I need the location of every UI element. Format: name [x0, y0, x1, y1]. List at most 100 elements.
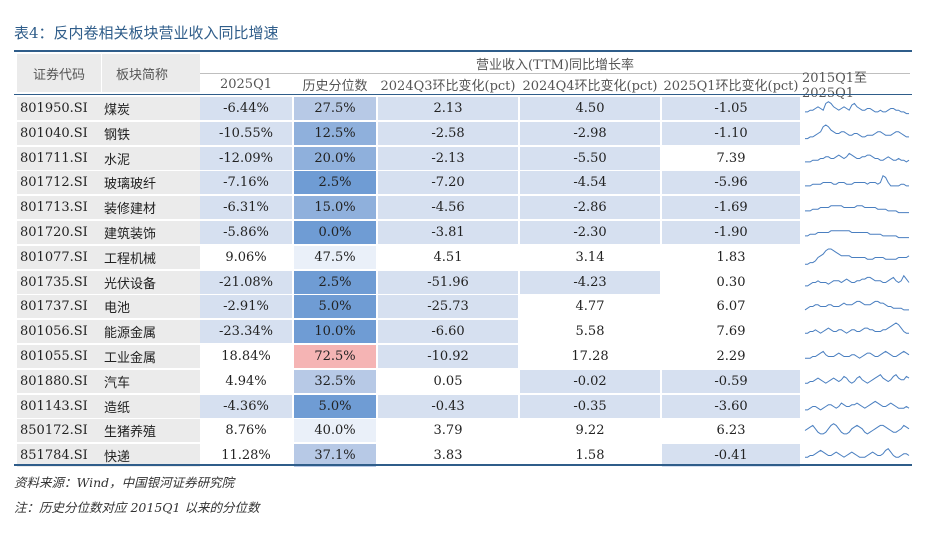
sparkline-path — [805, 124, 909, 139]
table-row: 801880.SI 汽车 4.94% 32.5% 0.05 -0.02 -0.59 — [14, 369, 912, 394]
table-row: 850172.SI 生猪养殖 8.76% 40.0% 3.79 9.22 6.23 — [14, 419, 912, 443]
table-row: 801040.SI 钢铁 -10.55% 12.5% -2.58 -2.98 -1.10 — [14, 121, 912, 146]
cell-value-2025q1-change: 1.83 — [716, 249, 746, 265]
sparkline-path — [804, 301, 909, 311]
table-row: 801711.SI 水泥 -12.09% 20.0% -2.13 -5.50 7.39 — [14, 146, 912, 171]
header-name: 板块简称 — [102, 54, 200, 92]
sparkline-path — [805, 448, 910, 458]
cell-code: 801056.SI — [17, 320, 102, 344]
trend-sparkline — [804, 301, 909, 311]
cell-name: 汽车 — [100, 369, 200, 393]
cell-code: 801711.SI — [17, 146, 102, 170]
cell-code: 801737.SI — [17, 295, 102, 319]
sparkline-path — [805, 373, 910, 384]
cell-value-2025q1-change: 2.29 — [716, 349, 746, 364]
cell-code: 801880.SI — [17, 369, 102, 393]
table-row: 851784.SI 快递 11.28% 37.1% 3.83 1.58 -0.41 — [14, 444, 912, 468]
cell-value-2024q4-change: -0.35 — [520, 394, 660, 418]
trend-sparkline — [805, 248, 910, 265]
header-col-2025q1: 2025Q1 — [219, 76, 272, 92]
cell-value-2025q1-change: -0.41 — [662, 444, 800, 468]
trend-sparkline — [804, 423, 910, 435]
table-row: 801077.SI 工程机械 9.06% 47.5% 4.51 3.14 1.83 — [14, 245, 912, 270]
header-col-2025q1-chg: 2025Q1环比变化(pct) — [663, 78, 799, 94]
cell-value-percentile: 37.1% — [294, 444, 376, 468]
cell-value-2024q3-change: -4.56 — [378, 196, 518, 220]
trend-sparkline — [805, 101, 909, 115]
sparkline-path — [804, 423, 910, 435]
trend-sparkline — [805, 274, 910, 286]
sparkline-path — [805, 152, 910, 163]
cell-value-2025q1: -6.44% — [200, 97, 292, 120]
cell-code: 801040.SI — [17, 121, 102, 145]
cell-value-2024q4-change: 1.58 — [575, 448, 605, 464]
sparkline-path — [805, 350, 910, 359]
cell-value-2024q4-change: 5.58 — [575, 324, 605, 340]
cell-value-2024q4-change: -4.54 — [520, 171, 660, 195]
footnote: 注：历史分位数对应 2015Q1 以来的分位数 — [14, 500, 260, 515]
cell-value-2025q1: -23.34% — [200, 320, 292, 344]
trend-sparkline — [805, 230, 909, 239]
sparkline-path — [805, 230, 909, 239]
cell-value-2024q3-change: -7.20 — [378, 171, 518, 195]
cell-value-2024q4-change: 4.77 — [575, 299, 605, 315]
cell-name: 水泥 — [100, 146, 200, 170]
cell-name: 电池 — [100, 295, 200, 319]
cell-value-2024q3-change: -3.81 — [378, 221, 518, 244]
cell-value-2024q3-change: -10.92 — [378, 345, 518, 368]
trend-sparkline — [805, 205, 909, 214]
cell-value-2025q1-change: -1.90 — [662, 221, 800, 244]
sparkline-path — [805, 248, 910, 265]
table-row: 801720.SI 建筑装饰 -5.86% 0.0% -3.81 -2.30 -1.90 — [14, 221, 912, 245]
cell-value-percentile: 2.5% — [294, 270, 376, 294]
cell-value-percentile: 27.5% — [294, 97, 376, 120]
sparkline-path — [805, 175, 909, 187]
cell-value-2025q1: 11.28% — [221, 448, 271, 464]
cell-name: 钢铁 — [100, 121, 200, 145]
cell-value-2024q4-change: -2.86 — [520, 196, 660, 220]
header-col-percentile: 历史分位数 — [302, 78, 368, 94]
cell-value-2025q1-change: 6.07 — [716, 299, 746, 315]
table-top-rule — [14, 50, 912, 52]
cell-value-2025q1-change: -1.69 — [662, 196, 800, 220]
header-bottom-rule — [14, 94, 912, 95]
cell-value-2024q3-change: -51.96 — [378, 270, 518, 294]
cell-value-2025q1-change: 6.23 — [716, 423, 746, 439]
header-col-trend: 2015Q1至2025Q1 — [802, 71, 868, 101]
trend-sparkline — [805, 152, 910, 163]
sparkline-path — [805, 205, 909, 214]
cell-name: 工业金属 — [100, 345, 200, 368]
cell-value-2024q3-change: 4.51 — [433, 249, 463, 265]
cell-value-percentile: 72.5% — [294, 345, 376, 368]
cell-name: 煤炭 — [100, 97, 200, 120]
cell-value-percentile: 32.5% — [294, 369, 376, 393]
table-row: 801055.SI 工业金属 18.84% 72.5% -10.92 17.28 2.29 — [14, 345, 912, 369]
cell-value-2025q1: -21.08% — [200, 270, 292, 294]
cell-value-2024q3-change: -25.73 — [378, 295, 518, 319]
cell-value-2024q3-change: 0.05 — [433, 373, 463, 389]
cell-value-2024q4-change: 17.28 — [571, 349, 609, 364]
trend-sparkline — [805, 175, 909, 187]
cell-name: 玻璃玻纤 — [100, 171, 200, 195]
header-code: 证券代码 — [17, 54, 101, 92]
header-group-rule — [200, 73, 910, 74]
cell-value-percentile: 5.0% — [294, 295, 376, 319]
cell-code: 801143.SI — [17, 394, 102, 418]
cell-value-2024q3-change: -0.43 — [378, 394, 518, 418]
trend-sparkline — [805, 322, 909, 334]
cell-value-2024q4-change: -4.23 — [520, 270, 660, 294]
cell-name: 生猪养殖 — [100, 419, 200, 443]
cell-value-2025q1-change: 7.69 — [716, 324, 746, 340]
table-row: 801950.SI 煤炭 -6.44% 27.5% 2.13 4.50 -1.05 — [14, 97, 912, 121]
cell-value-percentile: 40.0% — [294, 419, 376, 443]
table-bottom-rule — [14, 464, 912, 466]
table-row: 801056.SI 能源金属 -23.34% 10.0% -6.60 5.58 7.69 — [14, 320, 912, 344]
cell-value-2025q1-change: 0.30 — [716, 274, 746, 290]
table-row: 801143.SI 造纸 -4.36% 5.0% -0.43 -0.35 -3.60 — [14, 394, 912, 419]
table-row: 801713.SI 装修建材 -6.31% 15.0% -4.56 -2.86 -1.69 — [14, 196, 912, 220]
cell-name: 造纸 — [100, 394, 200, 418]
cell-value-2025q1: -6.31% — [200, 196, 292, 220]
cell-value-2024q4-change: 3.14 — [575, 249, 605, 265]
cell-value-2024q4-change: -2.98 — [520, 121, 660, 145]
trend-sparkline — [805, 400, 910, 411]
